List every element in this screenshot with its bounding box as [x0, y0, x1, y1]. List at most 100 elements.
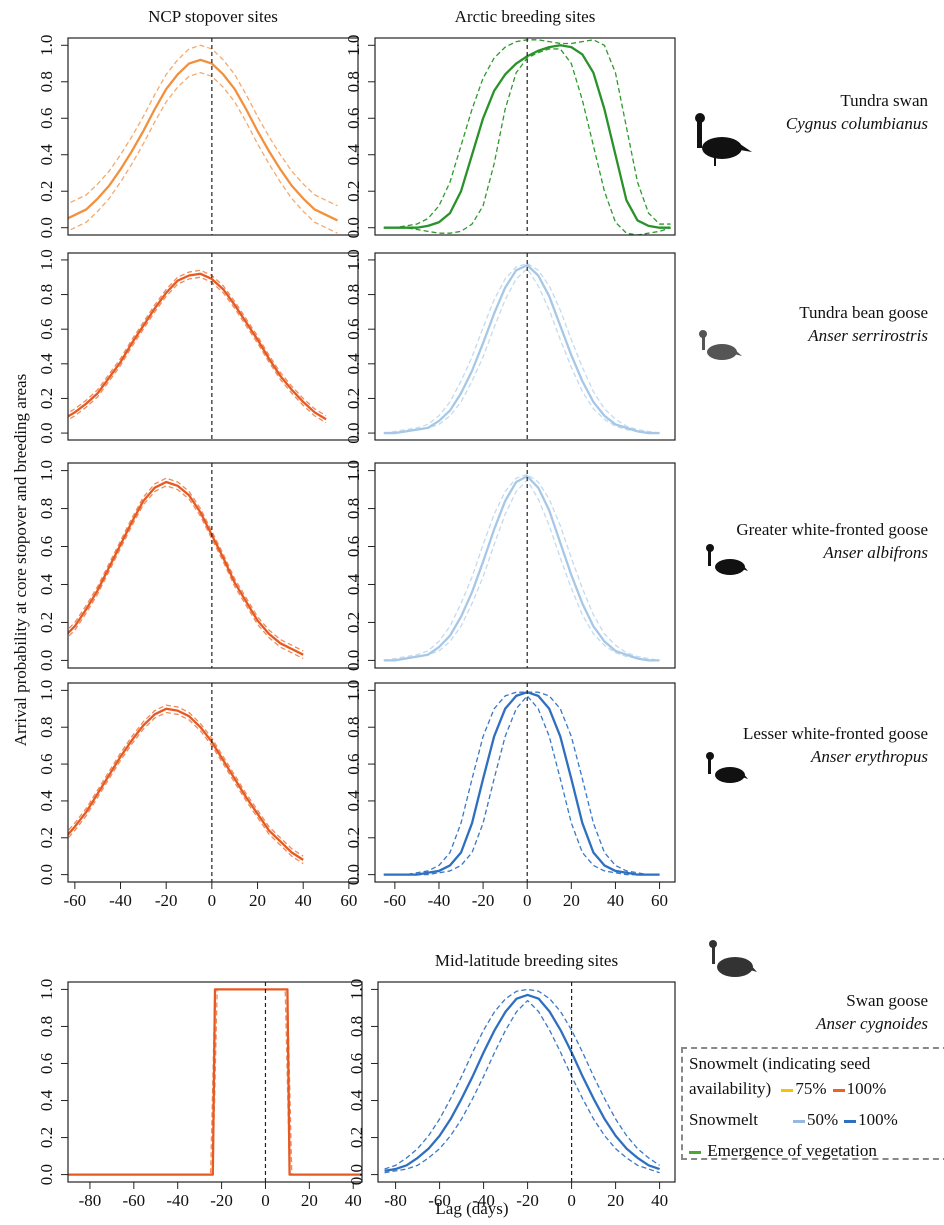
y-tick-label: 1.0 [344, 680, 363, 701]
x-tick-label: -60 [428, 1191, 451, 1210]
y-tick-label: 0.2 [344, 388, 363, 409]
y-tick-label: 1.0 [37, 460, 56, 481]
series-line [68, 477, 304, 652]
species-common-name: Greater white-fronted goose [736, 520, 928, 539]
legend-label: 50% [807, 1110, 839, 1129]
panel: 0.0 0.2 0.4 0.6 0.8 1.0 -80 -60 -40 -20 0 20 40 [37, 979, 363, 1210]
x-tick-label: 20 [249, 891, 266, 910]
panel-frame [67, 682, 359, 883]
y-tick-label: 0.6 [37, 536, 56, 557]
y-tick-label: 0.2 [37, 181, 56, 202]
x-tick-label: -20 [155, 891, 178, 910]
panel: 0.0 0.2 0.4 0.6 0.8 1.0 -60 -40 -20 0 20 40 60 [37, 680, 359, 910]
y-tick-label: 1.0 [37, 979, 56, 1000]
x-tick-label: -40 [109, 891, 132, 910]
y-tick-label: 0.0 [344, 422, 363, 443]
legend-label: 100% [846, 1079, 887, 1098]
plot-area [68, 269, 327, 424]
y-tick-label: 0.2 [37, 388, 56, 409]
panel-frame [374, 252, 676, 441]
plot-area [383, 473, 660, 662]
y-tick-label: 1.0 [37, 35, 56, 56]
x-tick-label: -60 [64, 891, 87, 910]
y-tick-label: 0.8 [344, 498, 363, 519]
panel-frame [374, 37, 676, 236]
x-axis-label: Lag (days) [435, 1199, 508, 1218]
legend-swatch [832, 1088, 845, 1092]
y-tick-label: 0.0 [344, 217, 363, 238]
y-tick-label: 0.4 [37, 1089, 56, 1111]
series-line [68, 485, 304, 660]
y-tick-label: 0.0 [344, 864, 363, 885]
series-line [68, 269, 327, 417]
panel-title: Arctic breeding sites [455, 7, 596, 26]
y-tick-label: 0.0 [344, 650, 363, 671]
series-line [68, 44, 338, 207]
y-tick-label: 0.0 [37, 650, 56, 671]
y-tick-label: 0.2 [347, 1127, 366, 1148]
y-tick-label: 0.8 [37, 284, 56, 305]
series-line [383, 475, 660, 662]
series-line [384, 993, 660, 1173]
y-tick-label: 0.8 [37, 717, 56, 738]
y-tick-label: 0.8 [344, 284, 363, 305]
y-tick-label: 0.2 [37, 612, 56, 633]
x-tick-label: 40 [607, 891, 624, 910]
y-tick-label: 0.2 [37, 1127, 56, 1148]
legend-swatch [793, 1119, 805, 1123]
panel: 0.0 0.2 0.4 0.6 0.8 1.0 [344, 460, 676, 671]
x-tick-label: -20 [516, 1191, 539, 1210]
y-tick-label: 0.4 [344, 573, 363, 595]
y-tick-label: 1.0 [37, 249, 56, 270]
x-tick-label: 0 [208, 891, 217, 910]
species-latin-name: Anser erythropus [810, 747, 928, 766]
y-tick-label: 0.4 [344, 353, 363, 375]
x-tick-label: 40 [345, 1191, 362, 1210]
y-tick-label: 0.4 [37, 144, 56, 166]
species-latin-name: Anser cygnoides [815, 1014, 928, 1033]
bird-icon [695, 113, 752, 166]
y-tick-label: 0.6 [37, 753, 56, 774]
y-tick-label: 0.0 [37, 422, 56, 443]
y-tick-label: 0.0 [37, 217, 56, 238]
panel-frame [377, 981, 676, 1183]
y-tick-label: 0.8 [37, 1016, 56, 1037]
y-tick-label: 0.6 [37, 108, 56, 129]
panel-frame [374, 462, 676, 669]
y-tick-label: 1.0 [344, 35, 363, 56]
legend-row: Snowmelt 50% 100% [689, 1107, 941, 1132]
series-line [68, 704, 304, 857]
x-tick-label: 40 [295, 891, 312, 910]
panel-frame [67, 37, 359, 236]
panel-title: Mid-latitude breeding sites [435, 951, 618, 970]
x-tick-label: -80 [79, 1191, 102, 1210]
plot-area [384, 988, 660, 1174]
species-common-name: Lesser white-fronted goose [743, 724, 928, 743]
y-tick-label: 0.6 [344, 753, 363, 774]
x-tick-label: -40 [166, 1191, 189, 1210]
bird-icons [695, 113, 757, 977]
legend: Snowmelt (indicating seed availability) … [681, 1047, 944, 1160]
y-tick-label: 0.2 [37, 827, 56, 848]
panel: 0.0 0.2 0.4 0.6 0.8 1.0 [37, 460, 359, 671]
series-line [383, 263, 660, 435]
legend-swatch [844, 1119, 857, 1123]
y-tick-label: 0.0 [347, 1164, 366, 1185]
y-tick-label: 0.2 [344, 181, 363, 202]
y-tick-label: 1.0 [37, 680, 56, 701]
panel: Arctic breeding sites 0.0 0.2 0.4 0.6 0.8 1.0 [344, 7, 676, 238]
legend-group-label: Emergence of vegetation [707, 1141, 877, 1160]
legend-swatch [689, 1150, 701, 1154]
legend-label: 75% [795, 1079, 827, 1098]
x-tick-label: -20 [210, 1191, 233, 1210]
legend-group-label: Snowmelt (indicating seed availability) [689, 1054, 871, 1098]
series-line [383, 691, 660, 876]
panel-frame [67, 981, 363, 1183]
y-axis-label: Arrival probability at core stopover and… [11, 374, 30, 746]
series-line [383, 479, 660, 662]
x-tick-label: -40 [428, 891, 451, 910]
y-tick-label: 0.4 [37, 353, 56, 375]
x-tick-label: 20 [301, 1191, 318, 1210]
y-tick-label: 0.6 [37, 1053, 56, 1074]
